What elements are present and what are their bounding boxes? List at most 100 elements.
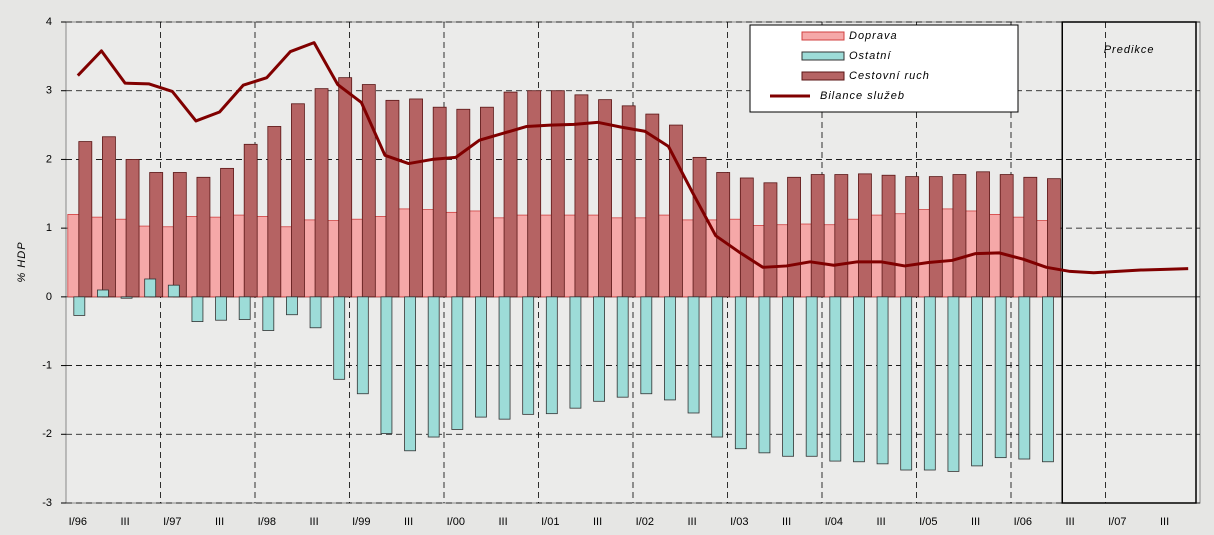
bar	[78, 141, 93, 298]
y-axis-label: % HDP	[16, 241, 28, 282]
bar	[829, 296, 842, 462]
x-tick-label: III	[1160, 516, 1169, 528]
x-tick-label: I/02	[636, 516, 654, 528]
bar	[621, 105, 636, 298]
bar	[687, 296, 700, 414]
bar	[782, 296, 794, 457]
bar	[522, 296, 535, 415]
bar	[191, 296, 204, 322]
bar	[498, 296, 511, 420]
x-tick-label: I/05	[919, 516, 937, 528]
bar	[645, 113, 660, 298]
bar	[527, 90, 542, 298]
bar	[994, 296, 1007, 459]
bar	[172, 172, 187, 298]
x-tick-label: III	[498, 516, 507, 528]
bar	[923, 296, 936, 471]
bar	[243, 143, 258, 298]
x-tick-label: I/06	[1014, 516, 1032, 528]
bar	[385, 99, 400, 298]
x-tick-label: III	[687, 516, 696, 528]
bar	[640, 296, 653, 395]
x-tick-label: III	[120, 516, 129, 528]
bar	[196, 176, 211, 298]
x-tick-label: I/99	[352, 516, 370, 528]
bar	[1023, 176, 1038, 298]
bar	[810, 174, 825, 298]
bar	[451, 296, 464, 430]
bar	[881, 174, 896, 298]
bar	[739, 177, 754, 298]
x-tick-label: III	[971, 516, 980, 528]
legend-swatch	[801, 71, 845, 81]
bar	[976, 171, 990, 298]
bar	[267, 126, 282, 298]
bar	[286, 296, 298, 316]
bar	[971, 296, 983, 467]
x-tick-label: I/01	[541, 516, 559, 528]
y-tick-label: 1	[46, 222, 52, 234]
bar	[834, 174, 849, 298]
bar	[876, 296, 889, 465]
bar	[220, 167, 234, 298]
bar	[102, 136, 116, 298]
bar	[787, 176, 801, 298]
y-tick-label: 2	[46, 153, 52, 165]
x-tick-label: I/97	[163, 516, 181, 528]
prediction-box	[1061, 21, 1197, 504]
x-tick-label: III	[876, 516, 885, 528]
bar	[120, 296, 133, 299]
x-tick-label: I/04	[825, 516, 843, 528]
bar	[456, 108, 471, 298]
bar	[1047, 178, 1061, 298]
bar	[999, 174, 1014, 298]
bar	[664, 296, 676, 401]
bar	[952, 174, 967, 298]
bar	[73, 296, 86, 316]
bar	[409, 98, 423, 298]
prediction-label: Predikce	[1104, 44, 1155, 56]
bar	[550, 90, 565, 298]
bar	[314, 88, 329, 298]
bar	[404, 296, 416, 452]
y-tick-label: 3	[46, 85, 52, 97]
legend-label: Bilance služeb	[820, 90, 905, 102]
bar	[238, 296, 251, 320]
bar	[598, 99, 612, 298]
bar	[97, 289, 109, 298]
bar	[569, 296, 582, 409]
x-tick-label: III	[215, 516, 224, 528]
x-tick-label: III	[1065, 516, 1074, 528]
legend-swatch	[801, 51, 845, 61]
bar	[291, 103, 305, 298]
bar	[545, 296, 558, 415]
legend-label: Ostatní	[849, 50, 891, 62]
x-tick-label: I/00	[447, 516, 465, 528]
bar	[928, 176, 943, 298]
line	[76, 41, 1189, 275]
bar	[1018, 296, 1031, 460]
bar	[763, 182, 778, 298]
bar	[361, 84, 376, 298]
bar	[734, 296, 747, 450]
bar	[149, 172, 164, 298]
bar	[805, 296, 818, 457]
legend-label: Cestovní ruch	[849, 70, 930, 82]
x-tick-label: III	[404, 516, 413, 528]
bar	[167, 284, 180, 298]
bar	[125, 159, 140, 298]
x-tick-label: III	[782, 516, 791, 528]
x-tick-label: I/03	[730, 516, 748, 528]
bar	[427, 296, 440, 438]
legend-swatch	[801, 31, 845, 41]
bar	[1042, 296, 1054, 463]
bar	[356, 296, 369, 395]
y-tick-label: -3	[42, 497, 52, 509]
x-tick-label: I/98	[258, 516, 276, 528]
legend-label: Doprava	[849, 30, 898, 42]
bar	[574, 94, 589, 298]
bar	[947, 296, 960, 472]
bar	[309, 296, 322, 329]
